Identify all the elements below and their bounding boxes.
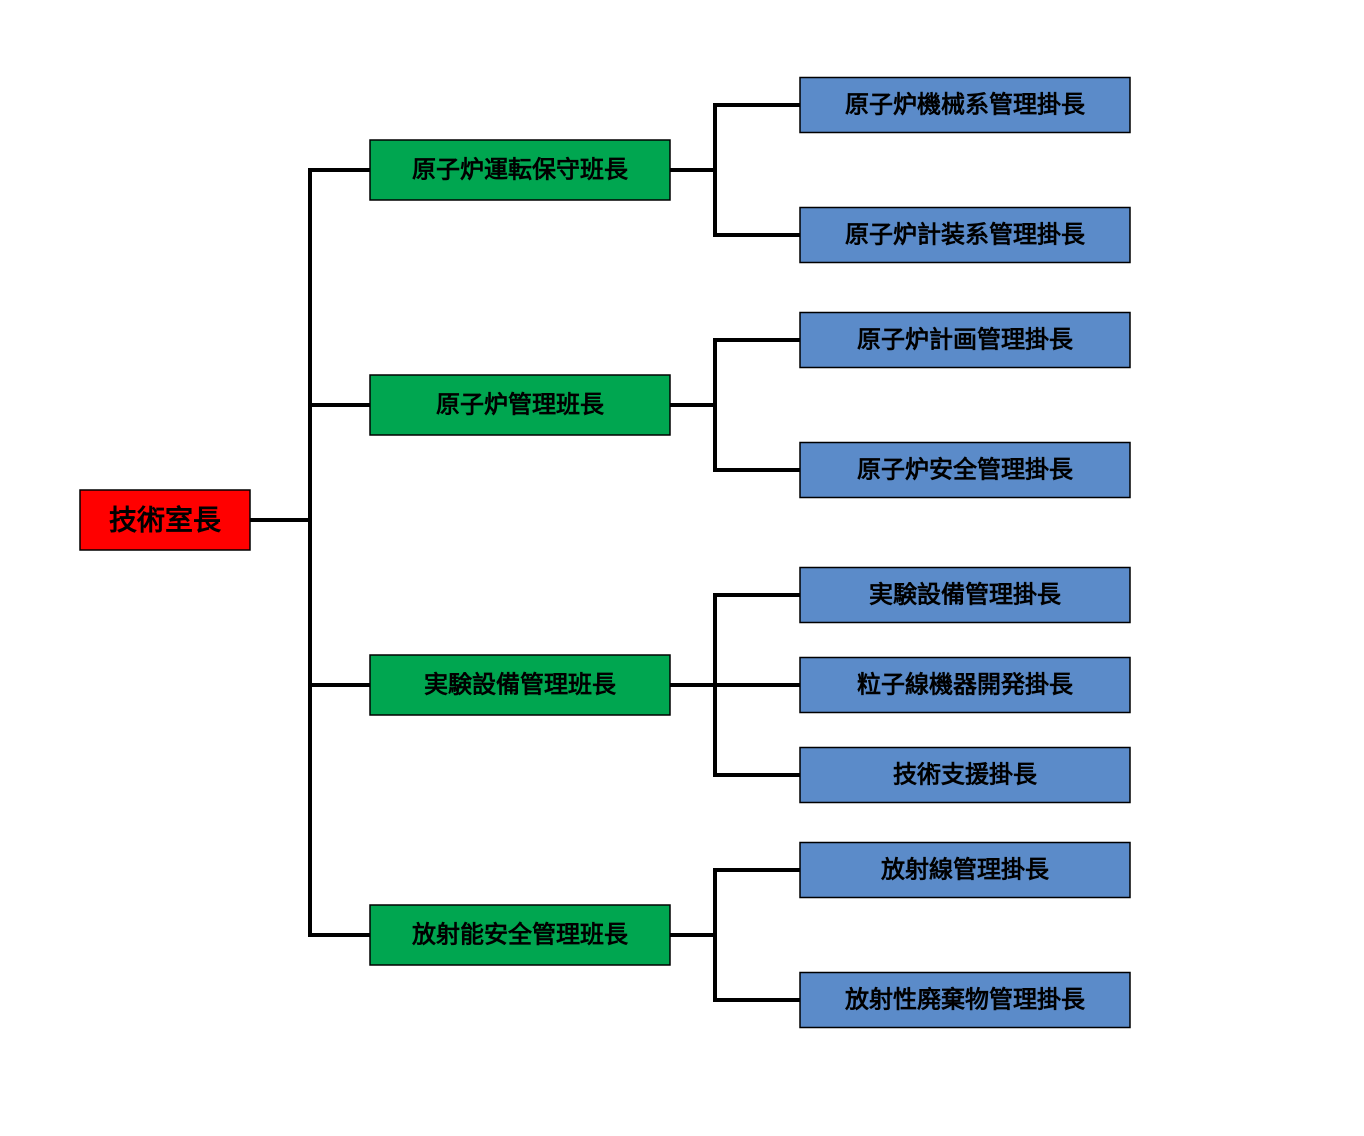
root-node: 技術室長: [80, 490, 250, 550]
leaf-node-2-1: 粒子線機器開発掛長: [800, 658, 1130, 713]
mid-node-0-label: 原子炉運転保守班長: [412, 156, 629, 184]
mid-node-2: 実験設備管理班長: [370, 655, 670, 715]
mid-node-3: 放射能安全管理班長: [370, 905, 670, 965]
leaf-node-0-0: 原子炉機械系管理掛長: [800, 78, 1130, 133]
connectors: [250, 105, 800, 1000]
leaf-node-3-0-label: 放射線管理掛長: [880, 856, 1050, 884]
mid-node-3-label: 放射能安全管理班長: [411, 921, 629, 949]
leaf-node-2-1-label: 粒子線機器開発掛長: [857, 671, 1074, 699]
leaf-node-1-0-label: 原子炉計画管理掛長: [857, 326, 1074, 354]
mid-node-0: 原子炉運転保守班長: [370, 140, 670, 200]
root-node-label: 技術室長: [109, 504, 222, 536]
leaf-node-3-0: 放射線管理掛長: [800, 843, 1130, 898]
leaf-node-0-0-label: 原子炉機械系管理掛長: [845, 91, 1086, 119]
leaf-node-2-0-label: 実験設備管理掛長: [869, 581, 1062, 609]
mid-node-1-label: 原子炉管理班長: [436, 391, 605, 419]
mid-node-2-label: 実験設備管理班長: [424, 671, 617, 699]
leaf-node-0-1: 原子炉計装系管理掛長: [800, 208, 1130, 263]
leaf-node-0-1-label: 原子炉計装系管理掛長: [845, 221, 1086, 249]
leaf-node-2-2-label: 技術支援掛長: [893, 761, 1038, 789]
leaf-node-2-0: 実験設備管理掛長: [800, 568, 1130, 623]
leaf-node-3-1-label: 放射性廃棄物管理掛長: [844, 986, 1086, 1014]
leaf-node-1-1: 原子炉安全管理掛長: [800, 443, 1130, 498]
leaf-node-1-0: 原子炉計画管理掛長: [800, 313, 1130, 368]
leaf-node-1-1-label: 原子炉安全管理掛長: [857, 456, 1074, 484]
leaf-node-3-1: 放射性廃棄物管理掛長: [800, 973, 1130, 1028]
leaf-node-2-2: 技術支援掛長: [800, 748, 1130, 803]
mid-node-1: 原子炉管理班長: [370, 375, 670, 435]
